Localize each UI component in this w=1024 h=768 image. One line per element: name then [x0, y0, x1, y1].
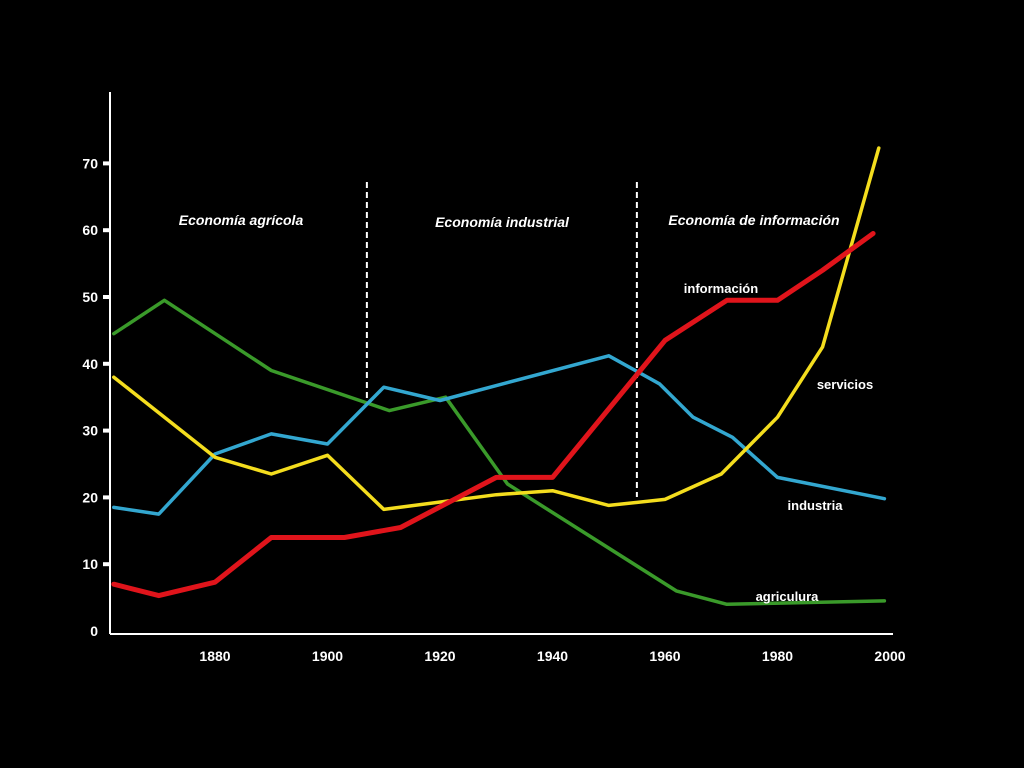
x-tick-label-2000: 2000	[874, 648, 905, 664]
x-tick-label-1980: 1980	[762, 648, 793, 664]
y-tick-label-10: 10	[82, 556, 98, 572]
y-ticks: 0 10 20 30 40 50 60 70	[82, 155, 110, 639]
series-lines	[111, 146, 887, 607]
y-tick-label-0: 0	[90, 623, 98, 639]
series-line-4	[111, 231, 876, 599]
era-label-industrial: Economía industrial	[435, 214, 570, 230]
series-labels: agriculura industria servicios informaci…	[684, 281, 873, 604]
x-ticks: 1880 1900 1920 1940 1960 1980 2000	[199, 648, 905, 664]
era-label-informacion: Economía de información	[668, 212, 839, 228]
era-labels: Economía agrícola Economía industrial Ec…	[179, 212, 840, 230]
y-tick-label-20: 20	[82, 489, 98, 505]
era-label-agricola: Economía agrícola	[179, 212, 304, 228]
y-tick-label-60: 60	[82, 222, 98, 238]
series-label-servicios: servicios	[817, 377, 873, 392]
x-tick-label-1940: 1940	[537, 648, 568, 664]
series-label-agricultura: agriculura	[756, 589, 820, 604]
x-tick-label-1920: 1920	[424, 648, 455, 664]
x-tick-label-1960: 1960	[649, 648, 680, 664]
series-line-3	[112, 146, 881, 512]
era-dividers	[365, 182, 638, 497]
x-tick-label-1900: 1900	[312, 648, 343, 664]
x-tick-label-1880: 1880	[199, 648, 230, 664]
y-tick-label-50: 50	[82, 289, 98, 305]
series-label-industria: industria	[788, 498, 844, 513]
series-line-1	[112, 298, 887, 607]
series-label-informacion: información	[684, 281, 758, 296]
y-tick-label-30: 30	[82, 423, 98, 439]
y-tick-label-40: 40	[82, 356, 98, 372]
y-tick-label-70: 70	[82, 155, 98, 171]
series-line-2	[112, 354, 887, 516]
axes	[109, 92, 893, 635]
